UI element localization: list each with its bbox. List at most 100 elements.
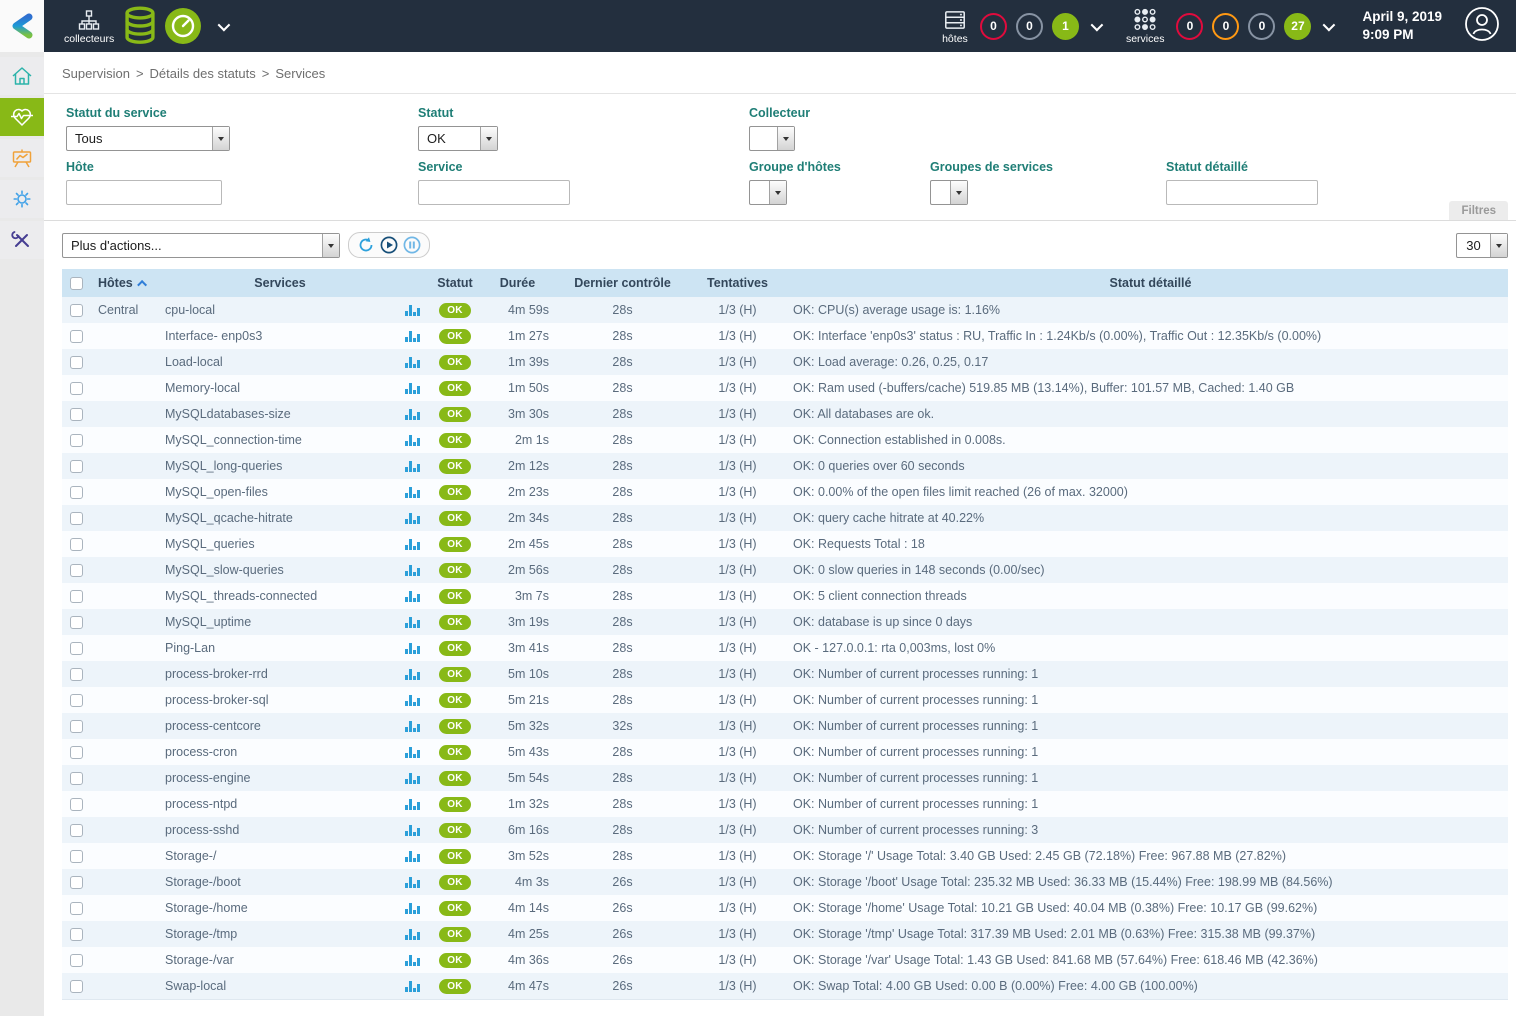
row-checkbox[interactable] bbox=[69, 381, 83, 395]
service-name[interactable]: Storage-/tmp bbox=[165, 927, 238, 941]
service-name[interactable]: Interface- enp0s3 bbox=[165, 329, 263, 343]
service-input[interactable] bbox=[418, 180, 570, 205]
service-name[interactable]: process-broker-rrd bbox=[165, 667, 268, 681]
service-name[interactable]: MySQL_connection-time bbox=[165, 433, 302, 447]
servicegroup-select[interactable] bbox=[930, 180, 968, 205]
service-name[interactable]: process-ntpd bbox=[165, 797, 238, 811]
service-name[interactable]: process-broker-sql bbox=[165, 693, 269, 707]
database-icon[interactable] bbox=[120, 5, 160, 47]
graph-icon[interactable] bbox=[405, 590, 420, 602]
pause-icon[interactable] bbox=[403, 236, 421, 254]
host-name[interactable]: Central bbox=[98, 303, 139, 317]
header-services[interactable]: Services bbox=[254, 276, 306, 290]
row-checkbox[interactable] bbox=[69, 953, 83, 967]
select-arrow-icon[interactable] bbox=[1490, 233, 1507, 257]
graph-icon[interactable] bbox=[405, 408, 420, 420]
hosts-badge[interactable]: 0 bbox=[979, 12, 1007, 40]
service-name[interactable]: Storage-/boot bbox=[165, 875, 241, 889]
service-status-select[interactable]: Tous bbox=[66, 126, 230, 151]
row-checkbox[interactable] bbox=[69, 407, 83, 421]
graph-icon[interactable] bbox=[405, 460, 420, 472]
graph-icon[interactable] bbox=[405, 382, 420, 394]
graph-icon[interactable] bbox=[405, 902, 420, 914]
graph-icon[interactable] bbox=[405, 616, 420, 628]
more-actions-select[interactable]: Plus d'actions... bbox=[62, 232, 340, 258]
row-checkbox[interactable] bbox=[69, 589, 83, 603]
breadcrumb-item[interactable]: Services bbox=[275, 66, 326, 81]
graph-icon[interactable] bbox=[405, 538, 420, 550]
service-name[interactable]: process-engine bbox=[165, 771, 251, 785]
service-name[interactable]: MySQL_uptime bbox=[165, 615, 252, 629]
sort-asc-icon[interactable] bbox=[136, 279, 147, 290]
select-arrow-icon[interactable] bbox=[769, 181, 786, 204]
service-name[interactable]: Load-local bbox=[165, 355, 223, 369]
service-name[interactable]: Ping-Lan bbox=[165, 641, 216, 655]
select-arrow-icon[interactable] bbox=[480, 127, 497, 150]
gauge-icon[interactable] bbox=[164, 7, 202, 45]
service-name[interactable]: process-cron bbox=[165, 745, 238, 759]
refresh-icon[interactable] bbox=[357, 236, 375, 254]
row-checkbox[interactable] bbox=[69, 459, 83, 473]
sidebar-item-configuration[interactable] bbox=[0, 180, 44, 218]
service-name[interactable]: Storage-/home bbox=[165, 901, 248, 915]
service-name[interactable]: Swap-local bbox=[165, 979, 227, 993]
graph-icon[interactable] bbox=[405, 564, 420, 576]
row-checkbox[interactable] bbox=[69, 563, 83, 577]
service-name[interactable]: MySQL_threads-connected bbox=[165, 589, 318, 603]
row-checkbox[interactable] bbox=[69, 823, 83, 837]
sidebar-item-home[interactable] bbox=[0, 57, 44, 95]
services-badge[interactable]: 27 bbox=[1284, 12, 1312, 40]
header-last-check[interactable]: Dernier contrôle bbox=[574, 276, 671, 290]
row-checkbox[interactable] bbox=[69, 615, 83, 629]
centreon-logo[interactable] bbox=[0, 0, 44, 52]
breadcrumb-item[interactable]: Détails des statuts bbox=[149, 66, 256, 81]
select-all-checkbox[interactable] bbox=[69, 276, 83, 290]
services-badge[interactable]: 0 bbox=[1248, 12, 1276, 40]
graph-icon[interactable] bbox=[405, 330, 420, 342]
row-checkbox[interactable] bbox=[69, 693, 83, 707]
play-icon[interactable] bbox=[380, 236, 398, 254]
row-checkbox[interactable] bbox=[69, 797, 83, 811]
hosts-badge[interactable]: 0 bbox=[1015, 12, 1043, 40]
graph-icon[interactable] bbox=[405, 876, 420, 888]
graph-icon[interactable] bbox=[405, 850, 420, 862]
host-input[interactable] bbox=[66, 180, 222, 205]
hostgroup-select[interactable] bbox=[749, 180, 787, 205]
pollers-menu[interactable]: collecteurs bbox=[64, 8, 114, 45]
service-name[interactable]: MySQL_qcache-hitrate bbox=[165, 511, 293, 525]
header-hosts[interactable]: Hôtes bbox=[90, 276, 165, 290]
select-arrow-icon[interactable] bbox=[950, 181, 967, 204]
pollers-chevron-down-icon[interactable] bbox=[217, 18, 231, 31]
row-checkbox[interactable] bbox=[69, 355, 83, 369]
row-checkbox[interactable] bbox=[69, 849, 83, 863]
service-name[interactable]: process-sshd bbox=[165, 823, 240, 837]
graph-icon[interactable] bbox=[405, 512, 420, 524]
graph-icon[interactable] bbox=[405, 304, 420, 316]
output-input[interactable] bbox=[1166, 180, 1318, 205]
breadcrumb-item[interactable]: Supervision bbox=[62, 66, 130, 81]
graph-icon[interactable] bbox=[405, 928, 420, 940]
select-arrow-icon[interactable] bbox=[777, 127, 794, 150]
sidebar-item-administration[interactable] bbox=[0, 221, 44, 259]
graph-icon[interactable] bbox=[405, 980, 420, 992]
user-menu[interactable] bbox=[1464, 6, 1500, 47]
row-checkbox[interactable] bbox=[69, 329, 83, 343]
service-name[interactable]: Storage-/var bbox=[165, 953, 234, 967]
row-checkbox[interactable] bbox=[69, 667, 83, 681]
hosts-status-menu[interactable]: hôtes bbox=[942, 7, 968, 45]
sidebar-item-supervision[interactable] bbox=[0, 98, 44, 136]
graph-icon[interactable] bbox=[405, 694, 420, 706]
services-status-menu[interactable]: services bbox=[1126, 7, 1164, 45]
row-checkbox[interactable] bbox=[69, 303, 83, 317]
row-checkbox[interactable] bbox=[69, 771, 83, 785]
select-arrow-icon[interactable] bbox=[322, 233, 339, 257]
header-detail[interactable]: Statut détaillé bbox=[1109, 276, 1192, 290]
service-name[interactable]: process-centcore bbox=[165, 719, 261, 733]
graph-icon[interactable] bbox=[405, 486, 420, 498]
service-name[interactable]: MySQL_slow-queries bbox=[165, 563, 284, 577]
row-checkbox[interactable] bbox=[69, 719, 83, 733]
status-select[interactable]: OK bbox=[418, 126, 498, 151]
row-checkbox[interactable] bbox=[69, 485, 83, 499]
service-name[interactable]: MySQL_queries bbox=[165, 537, 255, 551]
graph-icon[interactable] bbox=[405, 798, 420, 810]
